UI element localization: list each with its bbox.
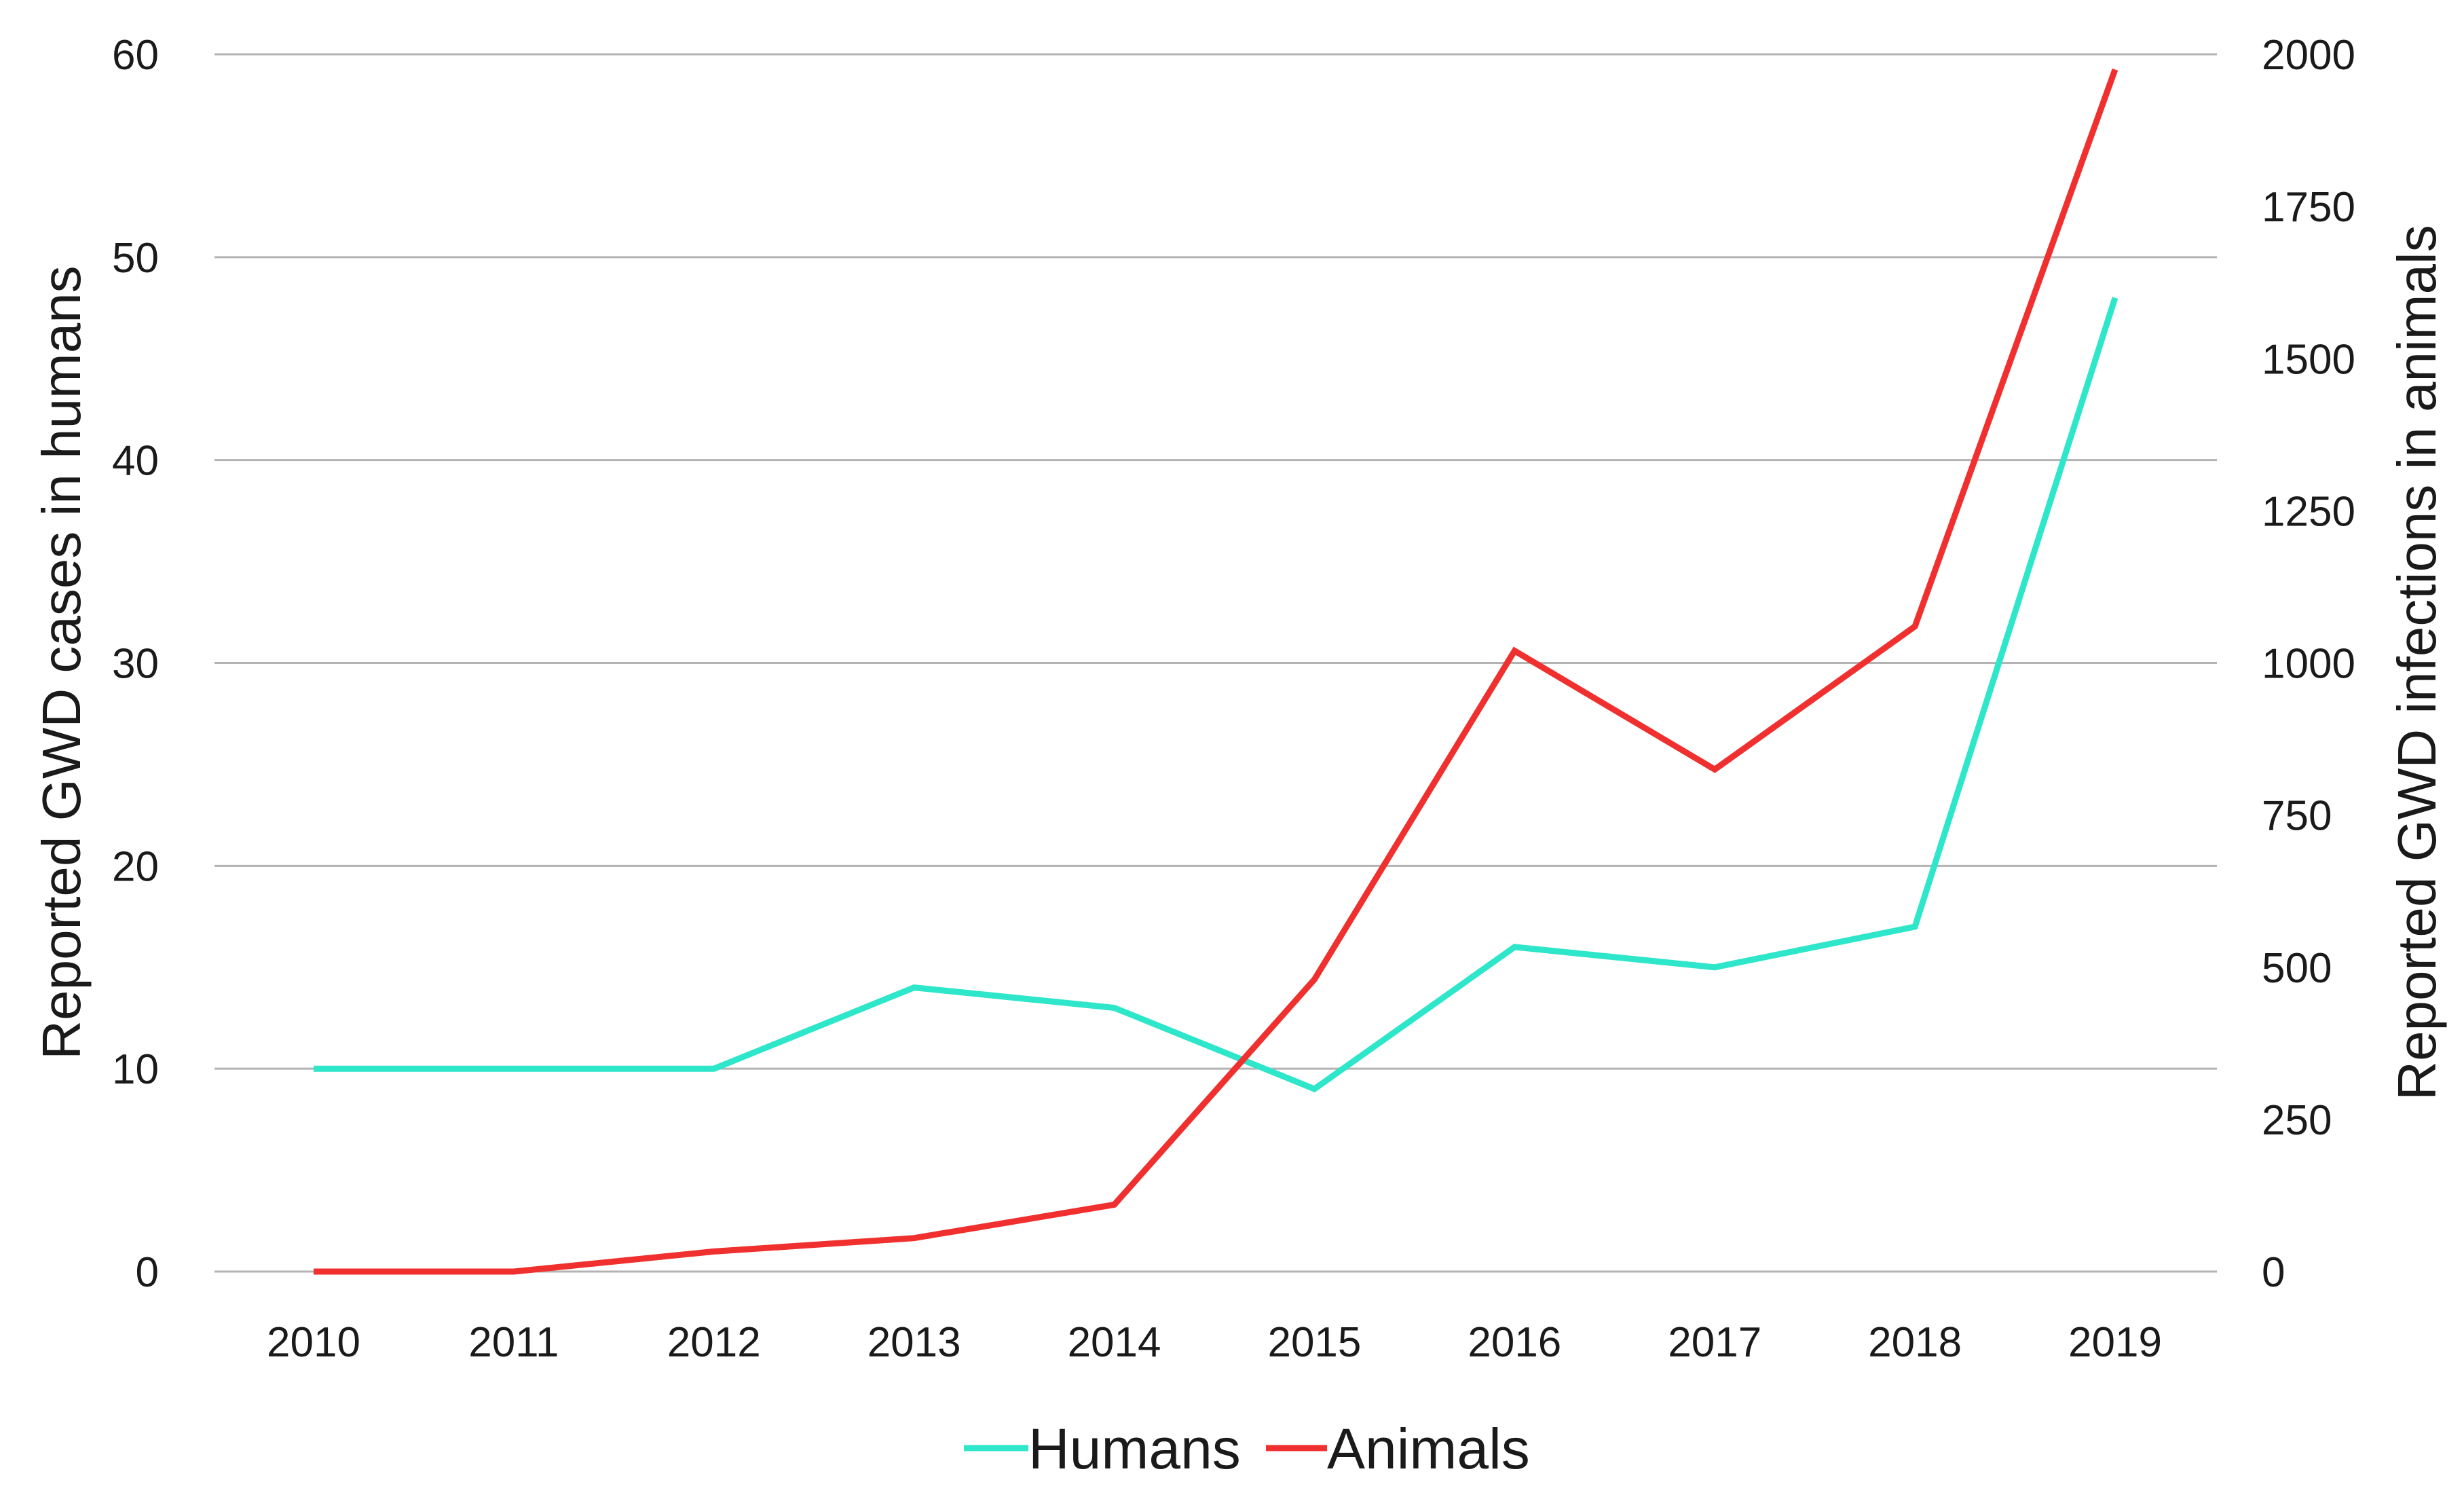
left-y-axis: 0 10 20 30 40 50 60 [112,32,159,1296]
right-tick-label: 750 [2262,793,2332,840]
series-line-animals [314,68,2118,1275]
x-tick-label: 2016 [1468,1319,1561,1366]
right-tick-label: 1750 [2262,184,2355,231]
legend-label-animals: Animals [1327,1417,1530,1481]
x-tick-label: 2012 [667,1319,761,1366]
x-tick-label: 2018 [1868,1319,1962,1366]
x-tick-label: 2019 [2068,1319,2162,1366]
x-tick-label: 2015 [1267,1319,1361,1366]
x-tick-label: 2013 [867,1319,961,1366]
right-tick-label: 500 [2262,945,2332,992]
left-tick-label: 40 [112,438,159,485]
right-tick-label: 2000 [2262,32,2355,79]
right-axis-title: Reported GWD infections in animals [2387,225,2447,1100]
series-line-humans [314,297,2118,1093]
right-tick-label: 1500 [2262,336,2355,383]
right-y-axis: 0 250 500 750 1000 1250 1500 1750 2000 [2262,32,2355,1296]
left-tick-label: 20 [112,843,159,890]
right-tick-label: 250 [2262,1097,2332,1144]
x-axis: 2010 2011 2012 2013 2014 2015 2016 2017 2018 2019 [267,1319,2162,1366]
legend-label-humans: Humans [1028,1417,1241,1481]
right-tick-label: 1000 [2262,641,2355,688]
x-tick-label: 2010 [267,1319,360,1366]
right-tick-label: 0 [2262,1249,2285,1296]
left-tick-label: 10 [112,1046,159,1093]
left-tick-label: 60 [112,32,159,79]
left-axis-title: Reported GWD cases in humans [31,265,92,1059]
x-tick-label: 2017 [1668,1319,1761,1366]
left-tick-label: 0 [136,1249,159,1296]
series-lines [314,68,2118,1275]
left-tick-label: 30 [112,641,159,688]
right-tick-label: 1250 [2262,488,2355,535]
legend: Humans Animals [964,1417,1530,1481]
left-tick-label: 50 [112,235,159,282]
x-tick-label: 2014 [1068,1319,1161,1366]
x-tick-label: 2011 [468,1319,559,1366]
